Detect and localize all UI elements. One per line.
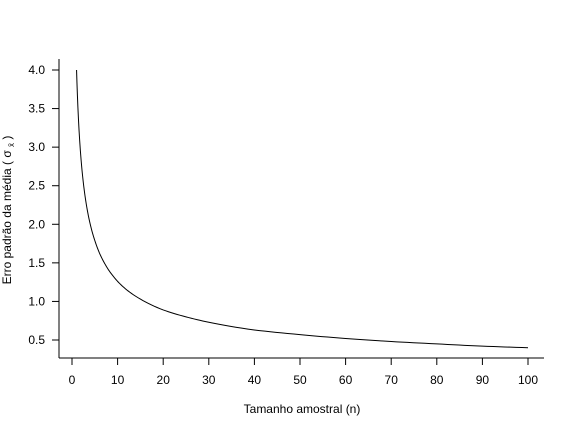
x-tick-label: 10: [111, 373, 125, 387]
series-line: [76, 69, 529, 349]
y-axis-label-subscript: x̄: [7, 143, 16, 147]
x-ticks: 0 10 20 30 40 50 60 70 80 90 100: [69, 358, 538, 387]
y-axis-label-close: ): [0, 136, 14, 140]
x-tick-label: 60: [339, 373, 353, 387]
y-tick-label: 1.5: [28, 256, 45, 270]
x-axis-label: Tamanho amostral (n): [244, 402, 361, 416]
x-tick-label: 20: [157, 373, 171, 387]
x-tick-label: 100: [518, 373, 538, 387]
y-axis-label: Erro padrão da média ( σ x̄ ): [0, 136, 17, 285]
x-tick-label: 50: [293, 373, 307, 387]
y-tick-label: 1.0: [28, 294, 45, 308]
x-tick-label: 0: [69, 373, 76, 387]
x-tick-label: 40: [248, 373, 262, 387]
y-axis-label-text: Erro padrão da média ( σ: [0, 150, 14, 285]
y-tick-label: 3.0: [28, 140, 45, 154]
y-tick-label: 0.5: [28, 333, 45, 347]
x-tick-label: 70: [385, 373, 399, 387]
y-tick-label: 2.5: [28, 179, 45, 193]
y-tick-label: 2.0: [28, 217, 45, 231]
y-tick-label: 3.5: [28, 102, 45, 116]
x-tick-label: 90: [476, 373, 490, 387]
y-ticks: 0.5 1.0 1.5 2.0 2.5 3.0 3.5 4.0: [28, 63, 59, 347]
x-tick-label: 30: [202, 373, 216, 387]
axes: 0 10 20 30 40 50 60 70 80 90 100 0.5 1.0 1.5 2.0 2.5 3.…: [28, 59, 544, 387]
y-tick-label: 4.0: [28, 63, 45, 77]
x-tick-label: 80: [430, 373, 444, 387]
